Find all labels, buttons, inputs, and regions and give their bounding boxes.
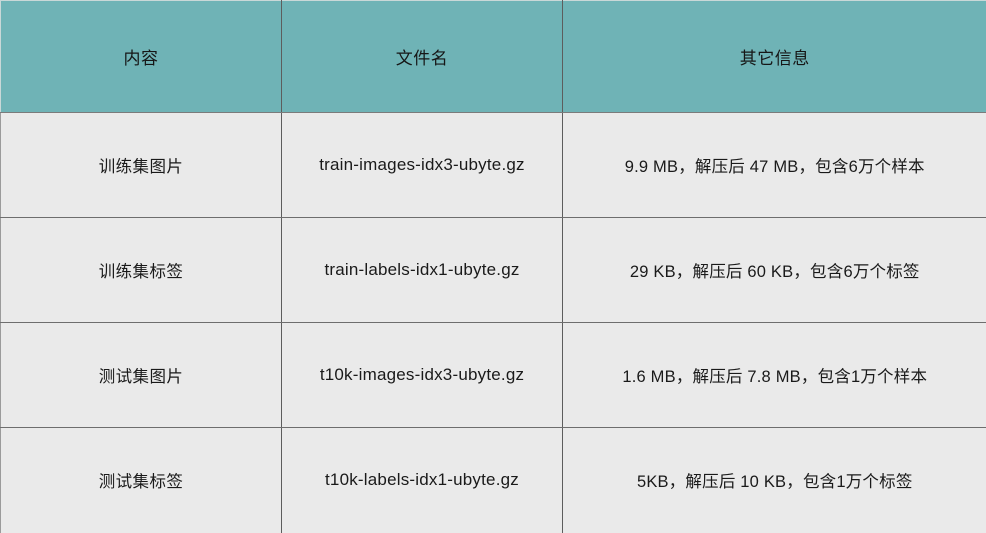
table-row: 测试集标签 t10k-labels-idx1-ubyte.gz 5KB，解压后 … [1,428,986,533]
cell-info: 1.6 MB，解压后 7.8 MB，包含1万个样本 [563,323,986,428]
cell-filename: train-images-idx3-ubyte.gz [282,113,563,218]
table-header-row: 内容 文件名 其它信息 [1,1,986,113]
cell-info: 29 KB，解压后 60 KB，包含6万个标签 [563,218,986,323]
cell-content: 测试集标签 [1,428,282,533]
table-row: 训练集图片 train-images-idx3-ubyte.gz 9.9 MB，… [1,113,986,218]
cell-filename: t10k-images-idx3-ubyte.gz [282,323,563,428]
table-row: 测试集图片 t10k-images-idx3-ubyte.gz 1.6 MB，解… [1,323,986,428]
cell-content: 训练集标签 [1,218,282,323]
table-row: 训练集标签 train-labels-idx1-ubyte.gz 29 KB，解… [1,218,986,323]
column-header-info: 其它信息 [563,1,986,113]
table-header: 内容 文件名 其它信息 [1,1,986,113]
cell-content: 训练集图片 [1,113,282,218]
cell-filename: train-labels-idx1-ubyte.gz [282,218,563,323]
cell-content: 测试集图片 [1,323,282,428]
cell-filename: t10k-labels-idx1-ubyte.gz [282,428,563,533]
cell-info: 5KB，解压后 10 KB，包含1万个标签 [563,428,986,533]
column-header-content: 内容 [1,1,282,113]
column-header-filename: 文件名 [282,1,563,113]
table-body: 训练集图片 train-images-idx3-ubyte.gz 9.9 MB，… [1,113,986,533]
cell-info: 9.9 MB，解压后 47 MB，包含6万个样本 [563,113,986,218]
